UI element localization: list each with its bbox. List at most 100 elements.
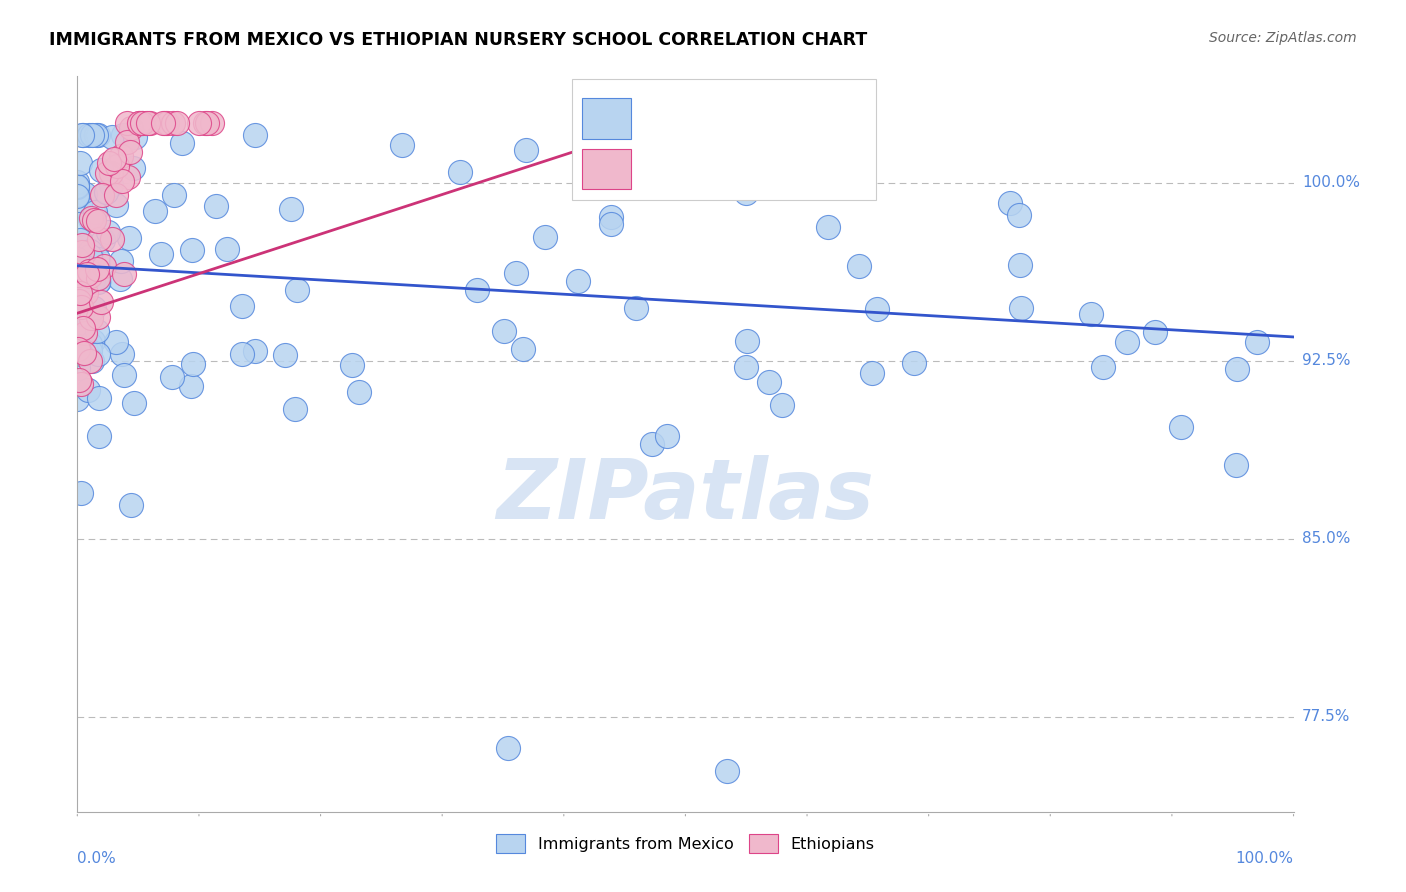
Point bbox=[101, 232, 124, 246]
Point bbox=[66, 286, 89, 301]
Point bbox=[67, 297, 90, 311]
Point bbox=[77, 263, 100, 277]
Point bbox=[600, 217, 623, 231]
Text: 0.0%: 0.0% bbox=[77, 851, 117, 865]
Point bbox=[217, 242, 239, 256]
Text: ZIPatlas: ZIPatlas bbox=[496, 455, 875, 536]
Point bbox=[66, 340, 89, 354]
Point bbox=[79, 249, 101, 263]
Point bbox=[98, 155, 121, 169]
Point bbox=[512, 343, 534, 357]
Text: 77.5%: 77.5% bbox=[1302, 709, 1350, 724]
Point bbox=[80, 354, 103, 368]
Point bbox=[69, 233, 91, 247]
Point bbox=[641, 436, 664, 450]
Point bbox=[166, 116, 188, 130]
Point bbox=[734, 186, 756, 201]
Point bbox=[180, 379, 202, 393]
Point bbox=[103, 152, 125, 166]
Point bbox=[156, 116, 179, 130]
Point bbox=[163, 188, 186, 202]
Point bbox=[70, 307, 93, 321]
Point bbox=[124, 129, 146, 144]
Point bbox=[72, 320, 94, 334]
Point bbox=[153, 116, 176, 130]
Point bbox=[998, 196, 1021, 211]
Point bbox=[100, 129, 122, 144]
Point bbox=[112, 267, 135, 281]
Point bbox=[111, 174, 134, 188]
Point bbox=[86, 310, 108, 324]
Text: R = -0.106: R = -0.106 bbox=[643, 110, 740, 128]
Point bbox=[835, 170, 858, 185]
Point bbox=[66, 326, 89, 340]
Point bbox=[139, 116, 162, 130]
Point bbox=[342, 359, 364, 373]
Point bbox=[66, 176, 89, 190]
Point bbox=[79, 338, 101, 352]
Point bbox=[285, 284, 308, 298]
Point bbox=[449, 165, 471, 179]
Point bbox=[243, 344, 266, 359]
Text: Source: ZipAtlas.com: Source: ZipAtlas.com bbox=[1209, 31, 1357, 45]
Text: IMMIGRANTS FROM MEXICO VS ETHIOPIAN NURSERY SCHOOL CORRELATION CHART: IMMIGRANTS FROM MEXICO VS ETHIOPIAN NURS… bbox=[49, 31, 868, 49]
Point bbox=[131, 116, 153, 130]
Point bbox=[467, 284, 489, 298]
Point bbox=[1008, 208, 1031, 222]
Point bbox=[112, 368, 135, 382]
Text: 100.0%: 100.0% bbox=[1236, 851, 1294, 865]
Point bbox=[231, 299, 253, 313]
Point bbox=[66, 180, 89, 194]
Legend: Immigrants from Mexico, Ethiopians: Immigrants from Mexico, Ethiopians bbox=[489, 828, 882, 859]
Point bbox=[79, 337, 101, 351]
Point bbox=[135, 116, 157, 130]
Point bbox=[69, 237, 91, 252]
FancyBboxPatch shape bbox=[572, 79, 876, 200]
Point bbox=[90, 294, 112, 309]
Point bbox=[115, 135, 138, 149]
Point bbox=[87, 271, 110, 285]
Point bbox=[79, 343, 101, 358]
Point bbox=[75, 264, 97, 278]
Point bbox=[1143, 325, 1166, 339]
Point bbox=[118, 231, 141, 245]
Point bbox=[1225, 458, 1247, 472]
Point bbox=[79, 244, 101, 258]
Point bbox=[567, 274, 589, 288]
Point bbox=[128, 116, 150, 130]
Point bbox=[72, 346, 94, 360]
Point bbox=[87, 128, 110, 143]
Point bbox=[121, 161, 143, 176]
Point bbox=[115, 116, 138, 130]
Point bbox=[66, 188, 89, 202]
Point bbox=[181, 243, 204, 257]
Point bbox=[69, 156, 91, 170]
FancyBboxPatch shape bbox=[582, 98, 631, 139]
Point bbox=[86, 252, 108, 266]
Point bbox=[79, 268, 101, 283]
Point bbox=[735, 334, 758, 348]
Point bbox=[104, 334, 127, 349]
Point bbox=[66, 189, 89, 203]
Point bbox=[120, 121, 142, 136]
Point bbox=[758, 375, 780, 389]
Point bbox=[505, 267, 527, 281]
Point bbox=[201, 116, 224, 130]
Point bbox=[1008, 258, 1031, 272]
Point bbox=[205, 199, 228, 213]
Point bbox=[848, 259, 870, 273]
Point bbox=[349, 385, 371, 400]
Point bbox=[181, 357, 204, 371]
Point bbox=[860, 366, 883, 380]
Point bbox=[107, 160, 129, 174]
Point bbox=[83, 213, 105, 227]
Point bbox=[187, 116, 209, 130]
Point bbox=[84, 205, 107, 219]
Point bbox=[1115, 334, 1137, 349]
Point bbox=[66, 338, 89, 352]
Point bbox=[76, 261, 98, 276]
Point bbox=[111, 128, 134, 143]
Point bbox=[94, 185, 117, 199]
Point bbox=[90, 162, 112, 177]
Point bbox=[716, 764, 738, 779]
